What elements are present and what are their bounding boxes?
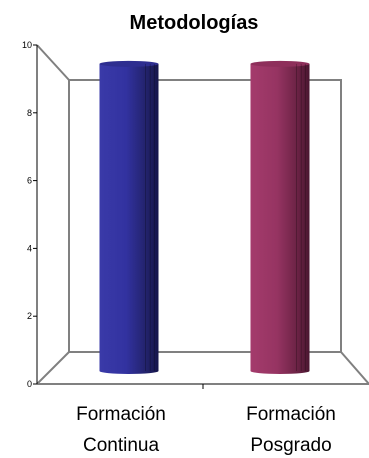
y-tick-label: 0	[27, 379, 32, 389]
bar-base	[99, 368, 159, 374]
bar-body	[99, 63, 159, 371]
x-axis-categories: Formación Continua Formación Posgrado	[76, 404, 336, 456]
y-axis-ticks: 0 2 4 6 8 10	[22, 40, 37, 389]
x-category-label-line2: Continua	[83, 435, 159, 456]
y-tick-label: 4	[27, 243, 32, 253]
y-tick-label: 8	[27, 108, 32, 118]
y-tick-label: 2	[27, 311, 32, 321]
x-category-label-line2: Posgrado	[250, 435, 331, 456]
floor-right-edge	[340, 351, 369, 385]
left-wall-bottom-edge	[36, 351, 70, 385]
plot-frame	[36, 44, 369, 385]
y-tick-label: 6	[27, 176, 32, 186]
x-category-label-line1: Formación	[246, 404, 336, 425]
left-wall-top-edge	[36, 44, 70, 81]
bar-body	[250, 63, 310, 371]
bars	[99, 60, 310, 374]
bar	[250, 60, 310, 374]
y-tick-label: 10	[22, 40, 32, 50]
bar	[99, 60, 159, 374]
chart-title: Metodologías	[130, 12, 259, 34]
bar-base	[250, 368, 310, 374]
x-category-label-line1: Formación	[76, 404, 166, 425]
bar-top	[99, 60, 159, 67]
bar-top	[250, 60, 310, 67]
